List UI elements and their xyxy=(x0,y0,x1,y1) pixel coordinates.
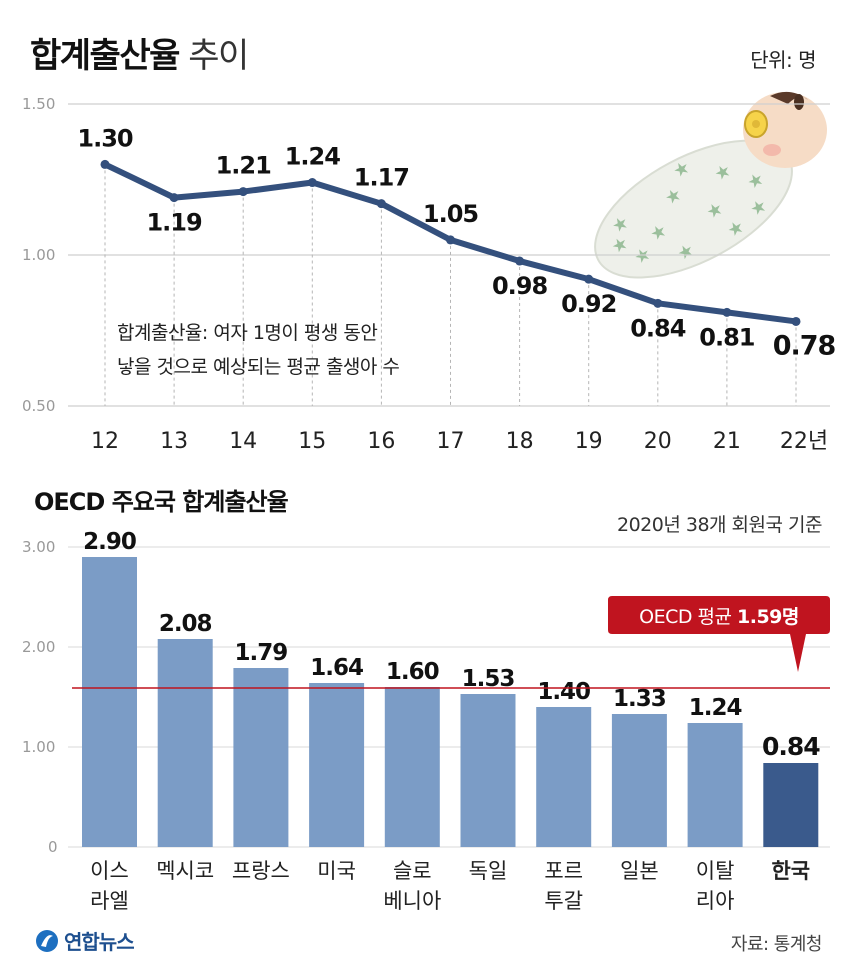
category-label: 멕시코 xyxy=(156,859,214,883)
category-label: 한국 xyxy=(771,859,810,883)
category-label: 리아 xyxy=(696,889,735,913)
bar-value-label: 1.79 xyxy=(235,640,288,666)
bar-value-label: 1.64 xyxy=(310,655,363,681)
bar-value-label: 2.90 xyxy=(83,529,136,555)
line-point xyxy=(722,307,732,317)
bar xyxy=(82,557,137,847)
bar xyxy=(460,694,516,847)
bar xyxy=(536,707,592,847)
x-tick-label: 19 xyxy=(575,429,603,454)
bar xyxy=(233,668,289,847)
value-label: 1.19 xyxy=(146,209,202,237)
bar xyxy=(611,714,667,847)
category-label: 이스 xyxy=(90,859,129,883)
bar-value-label: 0.84 xyxy=(762,732,820,761)
bar-chart-note: 2020년 38개 회원국 기준 xyxy=(616,514,823,536)
x-tick-label: 18 xyxy=(506,429,534,454)
category-label: 프랑스 xyxy=(232,859,290,883)
x-tick-label: 14 xyxy=(229,429,257,454)
bar-chart-title: OECD 주요국 합계출산율 xyxy=(34,488,289,516)
x-tick-label: 13 xyxy=(160,429,188,454)
value-label: 0.78 xyxy=(773,330,836,361)
bar-value-label: 2.08 xyxy=(159,611,212,637)
category-label: 미국 xyxy=(317,859,356,883)
value-label: 1.05 xyxy=(423,200,479,228)
y-tick-label: 1.00 xyxy=(22,738,55,756)
value-label: 0.84 xyxy=(630,314,686,342)
bar xyxy=(384,687,440,847)
logo-text: 연합뉴스 xyxy=(64,930,135,954)
bar xyxy=(687,723,743,847)
category-label: 일본 xyxy=(620,859,659,883)
oecd-average-label: OECD 평균 1.59명 xyxy=(639,606,799,628)
category-label: 라엘 xyxy=(90,889,129,913)
line-point xyxy=(791,316,801,326)
line-point xyxy=(515,256,525,266)
title-light: 추이 xyxy=(188,36,249,76)
x-tick-label: 12 xyxy=(91,429,119,454)
category-label: 독일 xyxy=(469,859,508,883)
line-chart: ★ ★★ ★★★ ★★ ★ ★★★ 1.50 1.00 0.50 1.30 1.19 1.21… xyxy=(22,91,837,454)
source-label: 자료: 통계청 xyxy=(730,934,823,955)
line-point xyxy=(446,235,455,245)
unit-label: 단위: 명 xyxy=(750,48,816,72)
line-point xyxy=(169,193,179,203)
annotation-line-1: 합계출산율: 여자 1명이 평생 동안 xyxy=(117,322,377,344)
x-tick-label: 21 xyxy=(713,429,741,454)
x-tick-label: 22년 xyxy=(780,429,828,454)
bar-value-label: 1.60 xyxy=(386,659,439,685)
y-tick-label: 3.00 xyxy=(22,538,55,556)
bar-value-label: 1.40 xyxy=(537,679,590,705)
y-tick-label: 2.00 xyxy=(22,638,55,656)
y-tick-label: 1.50 xyxy=(22,95,55,113)
line-point xyxy=(584,274,594,284)
value-label: 0.92 xyxy=(561,290,616,318)
category-label: 베니아 xyxy=(383,889,441,913)
line-point xyxy=(238,187,248,197)
chart-title: 합계출산율 추이 xyxy=(30,28,249,77)
line-point xyxy=(307,178,317,188)
value-label: 0.81 xyxy=(699,323,755,351)
line-point xyxy=(376,199,386,209)
line-point xyxy=(653,298,663,308)
bar-value-label: 1.33 xyxy=(613,686,666,712)
annotation-line-2: 낳을 것으로 예상되는 평균 출생아 수 xyxy=(117,356,399,378)
bar-value-label: 1.24 xyxy=(689,695,742,721)
x-tick-label: 20 xyxy=(644,429,672,454)
value-label: 1.24 xyxy=(285,143,341,171)
x-tick-label: 17 xyxy=(437,429,465,454)
value-label: 1.17 xyxy=(354,164,409,192)
line-point xyxy=(100,159,110,169)
y-tick-label: 0 xyxy=(48,838,58,856)
value-label: 1.30 xyxy=(77,124,133,152)
category-label: 투갈 xyxy=(544,889,583,913)
category-label: 포르 xyxy=(544,859,583,883)
bar xyxy=(157,639,213,847)
x-tick-label: 16 xyxy=(367,429,395,454)
yonhap-logo: 연합뉴스 xyxy=(34,926,135,955)
category-label: 이탈 xyxy=(696,859,735,883)
x-tick-label: 15 xyxy=(298,429,326,454)
category-label: 슬로 xyxy=(393,859,432,883)
value-label: 0.98 xyxy=(492,272,548,300)
yonhap-logo-icon xyxy=(36,929,58,952)
oecd-average-callout xyxy=(608,596,830,672)
y-tick-label: 1.00 xyxy=(22,246,55,264)
bar xyxy=(763,763,819,847)
y-tick-label: 0.50 xyxy=(22,397,55,415)
bar xyxy=(309,683,365,847)
baby-illustration: ★ ★★ ★★★ ★★ ★ ★★★ xyxy=(594,91,827,279)
value-label: 1.21 xyxy=(216,152,272,180)
title-bold: 합계출산율 xyxy=(30,36,180,76)
